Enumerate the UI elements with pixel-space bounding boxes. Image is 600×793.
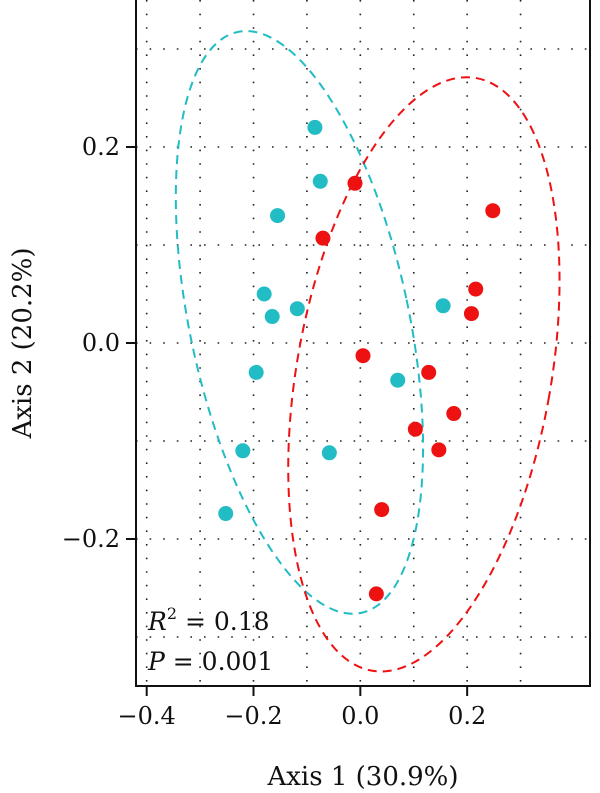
x-tick-label-1: −0.2 (224, 702, 282, 730)
group-1-point-11 (390, 372, 406, 388)
p-value-annotation: P = 0.001 (147, 647, 273, 676)
group-2-point-8 (446, 406, 462, 422)
x-tick-label-2: 0.0 (341, 702, 379, 730)
r-squared-value: = 0.18 (177, 607, 270, 636)
group-1-point-2 (312, 173, 328, 189)
group-1-point-4 (256, 286, 272, 302)
x-axis-title: Axis 1 (30.9%) (266, 762, 458, 792)
group-2-point-5 (468, 281, 484, 297)
x-tick-label-0: −0.4 (118, 702, 176, 730)
group-2-point-2 (315, 230, 331, 246)
p-value-symbol: P (147, 647, 166, 676)
group-2-point-12 (368, 586, 384, 602)
group-2-ellipse (287, 76, 561, 673)
group-2-point-3 (355, 348, 371, 364)
group-2-point-11 (374, 502, 390, 518)
group-2-point-4 (485, 203, 501, 219)
y-tick-label-1: 0.0 (82, 329, 120, 357)
axis-ticks: −0.4 −0.2 0.0 0.2 −0.2 0.0 0.2 (62, 133, 487, 730)
group-1-point-6 (289, 301, 305, 317)
y-tick-label-2: 0.2 (82, 133, 120, 161)
p-value-text: = 0.001 (165, 647, 273, 676)
grid (136, 0, 590, 686)
group-2-point-9 (407, 421, 423, 437)
group-2-point-10 (431, 442, 447, 458)
group-1-point-10 (321, 445, 337, 461)
y-axis-title: Axis 2 (20.2%) (8, 247, 38, 439)
group-1-ellipse (174, 30, 425, 615)
group-1-point-7 (248, 364, 264, 380)
confidence-ellipses (174, 30, 561, 673)
r-squared-symbol: R (147, 607, 167, 636)
data-points (218, 119, 501, 602)
group-1-point-3 (270, 208, 286, 224)
r-squared-annotation: R2 = 0.18 (147, 604, 270, 636)
group-1-point-9 (218, 506, 234, 522)
x-tick-label-3: 0.2 (448, 702, 486, 730)
group-1-point-5 (264, 309, 280, 325)
group-1-point-12 (435, 298, 451, 314)
r-squared-superscript: 2 (167, 604, 177, 623)
y-tick-label-0: −0.2 (62, 525, 120, 553)
group-1-point-8 (235, 443, 251, 459)
group-2-point-1 (347, 175, 363, 191)
group-1-point-1 (307, 119, 323, 135)
group-2-point-6 (463, 306, 479, 322)
group-2-point-7 (421, 364, 437, 380)
